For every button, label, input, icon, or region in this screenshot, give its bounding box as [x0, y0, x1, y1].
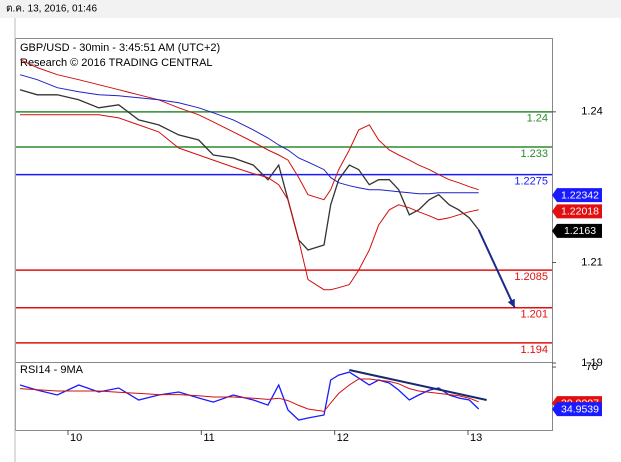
date-label: ต.ค. 13, 2016, 01:46: [6, 4, 97, 15]
price-tag: [552, 402, 602, 417]
series-line: [19, 59, 479, 201]
trendline: [349, 369, 487, 401]
x-tick-label: 10: [70, 432, 82, 444]
level-label: 1.24: [527, 113, 548, 125]
chart-title: GBP/USD - 30min - 3:45:51 AM (UTC+2): [20, 42, 220, 54]
level-label: 1.2085: [514, 271, 548, 283]
level-label: 1.2275: [514, 176, 548, 188]
x-tick-label: 12: [337, 432, 349, 444]
y-tick-label: 1.19: [581, 357, 602, 369]
series-line: [19, 371, 480, 421]
price-tag: [552, 188, 602, 203]
chart-subtitle: Research © 2016 TRADING CENTRAL: [20, 57, 213, 69]
price-tag-label: 1.22342: [561, 189, 599, 201]
price-tag-label: 1.2163: [564, 225, 596, 237]
price-tag: [552, 223, 602, 238]
series-line: [19, 74, 479, 195]
x-tick-label: 11: [203, 432, 214, 444]
y-tick-label: 1.21: [581, 256, 602, 268]
y-tick-label: 1.24: [581, 106, 602, 118]
series-line: [20, 114, 479, 291]
level-label: 1.194: [520, 344, 548, 356]
x-tick-label: 13: [470, 432, 482, 444]
level-label: 1.201: [520, 309, 548, 321]
top-bar: [0, 0, 621, 18]
rsi-title: RSI14 - 9MA: [20, 364, 84, 376]
price-tag-label: 1.22018: [561, 206, 599, 218]
series-line: [19, 89, 480, 251]
price-tag-label: 34.9539: [561, 403, 599, 415]
level-label: 1.233: [520, 148, 548, 160]
y-tick-label: 70: [586, 361, 598, 373]
series-line: [19, 378, 479, 412]
arrow-head: [507, 298, 515, 308]
forecast-arrow: [477, 229, 516, 309]
price-tag: [552, 204, 602, 219]
